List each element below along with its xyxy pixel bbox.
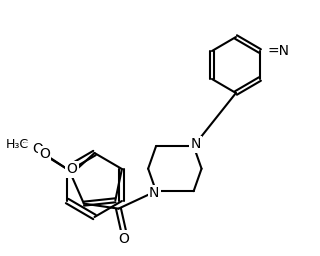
Text: =N: =N [268,44,290,58]
Text: O: O [32,142,43,156]
Text: O: O [67,162,77,176]
Text: N: N [149,186,159,200]
Text: methoxy: methoxy [22,141,29,143]
Text: N: N [190,137,201,151]
Text: H₃C: H₃C [5,138,28,152]
Text: O: O [39,147,50,161]
Text: O: O [118,232,129,246]
